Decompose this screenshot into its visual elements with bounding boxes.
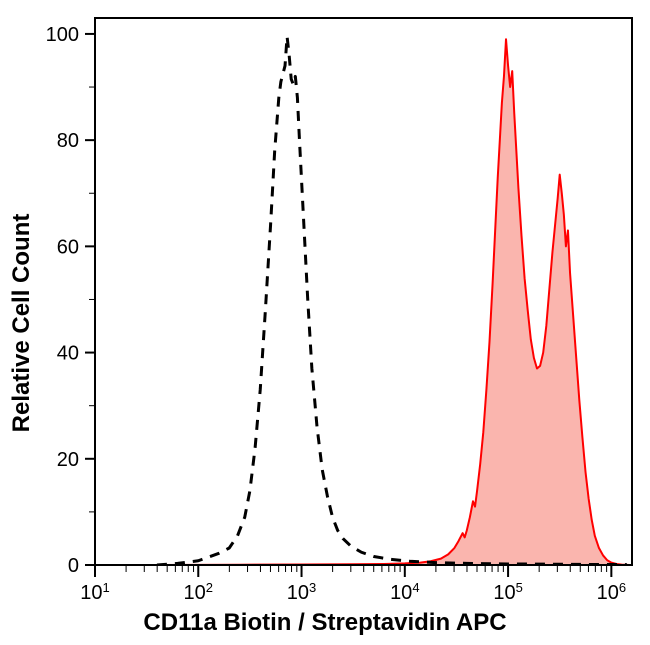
y-tick-label: 0 (68, 555, 79, 577)
x-tick-label: 104 (390, 580, 419, 605)
sample-fill (157, 39, 630, 565)
x-tick-label: 103 (287, 580, 316, 605)
plot-svg: 0 20 40 60 80 100 101 102 103 104 105 106 (0, 0, 650, 645)
y-tick-label: 80 (57, 130, 79, 152)
y-tick-label: 40 (57, 343, 79, 365)
y-tick-label: 60 (57, 236, 79, 258)
x-tick-label: 102 (184, 580, 213, 605)
y-axis-label: Relative Cell Count (8, 213, 36, 432)
x-tick-label: 105 (493, 580, 522, 605)
x-tick-label: 101 (80, 580, 109, 605)
x-tick-label: 106 (597, 580, 626, 605)
y-tick-label: 100 (46, 24, 79, 46)
y-tick-label: 20 (57, 449, 79, 471)
histogram-chart: Relative Cell Count CD11a Biotin / Strep… (0, 0, 650, 645)
x-axis-label: CD11a Biotin / Streptavidin APC (143, 609, 506, 637)
